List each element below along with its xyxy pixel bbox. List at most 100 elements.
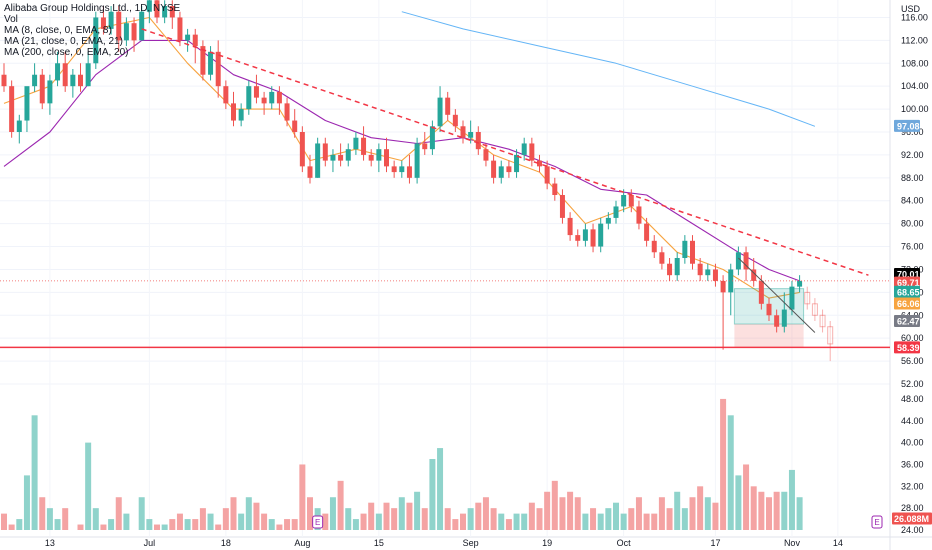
volume-bar [207,513,214,530]
candle-body [85,63,91,87]
candle-body [690,240,695,264]
candle-body [766,303,772,316]
candle-body [231,103,236,121]
volume-bar [54,519,61,530]
candle-body [743,252,749,270]
volume-bar [475,502,482,530]
candle-body [475,132,481,150]
candle-body [575,235,581,241]
symbol-title[interactable]: Alibaba Group Holdings Ltd., 1D, NYSE [4,3,181,14]
price-tick-label: 84.00 [901,196,924,206]
candle-body [353,137,359,150]
volume-bar [138,497,145,530]
candle-body [169,6,175,18]
time-axis[interactable]: 13 Jul 18 Aug 15 Sep 19 Oct 17 Nov 14 [45,538,843,548]
volume-bar [536,508,543,530]
volume-bar [712,502,719,530]
price-tag-label: 68.65 [897,287,920,297]
vol-label[interactable]: Vol [4,14,18,25]
price-tick-label: 104.00 [901,81,929,91]
candle-body [384,149,389,167]
candle-body [330,154,336,161]
price-tag-label: 97.08 [897,121,920,131]
volume-bar [513,513,520,530]
candle-body [39,74,45,104]
price-tick-label: 76.00 [901,242,924,252]
candle-body [506,166,512,173]
candle-body [452,114,458,127]
volume-bar [681,508,688,530]
volume-bar [735,475,742,530]
volume-bar [284,519,291,530]
candle-body [705,269,711,276]
candle-body [437,97,443,127]
volume-bar [100,524,107,530]
volume-tick-label: 48.00 [901,394,924,404]
candle-body [720,280,726,293]
volume-bar [643,513,650,530]
price-tag [894,119,920,132]
time-tick-label: 18 [221,538,231,548]
volume-tick-label: 40.00 [901,438,924,448]
volume-bar [429,459,436,530]
volume-bar [23,475,30,530]
volume-bar [628,508,635,530]
candle-body [781,309,787,327]
earnings-icon[interactable] [312,515,324,529]
earnings-icon[interactable] [871,515,883,529]
volume-bar [46,508,53,530]
candle-body [460,126,466,138]
price-tick-label: 88.00 [901,173,924,183]
volume-bar [261,513,268,530]
volume-bar [467,508,474,530]
volume-tick-label: 44.00 [901,416,924,426]
candle-body [131,23,137,41]
candle-body [261,97,267,104]
volume-bar [544,491,551,530]
volume-bar [781,491,788,530]
price-axis[interactable]: 116.00 112.00 108.00 104.00 100.00 96.00 92.00… [901,4,929,389]
volume-tick-label: 32.00 [901,481,924,491]
candle-body [70,74,76,87]
candle-body [307,166,313,178]
ema8-path [3,16,800,299]
stop-zone [734,324,804,348]
candle-body [644,223,650,241]
volume-bar [169,519,176,530]
volume-bar [192,519,199,530]
volume-axis[interactable]: 48.00 44.00 40.00 36.00 32.00 28.00 24.00 [901,394,924,535]
volume-bar [199,508,206,530]
volume-bar [291,519,298,530]
volume-bar [590,508,597,530]
volume-bar [253,502,260,530]
volume-bar [184,519,191,530]
candle-body [559,195,565,218]
price-tick-label: 112.00 [901,35,928,45]
volume-bar [521,513,528,530]
ema200-label[interactable]: MA (200, close, 0, EMA, 20) [4,47,129,58]
candle-body [192,34,198,47]
candle-body [32,74,38,87]
time-tick-label: Aug [294,538,310,548]
candle-body [514,154,520,173]
price-tick-label: 116.00 [901,12,928,22]
candle-body [758,280,764,304]
earnings-icon-glyph: E [874,518,879,527]
candle-body [62,63,68,87]
candle-body [24,86,30,121]
candle-body [338,154,344,161]
ema8-label[interactable]: MA (8, close, 0, EMA, 8) [4,25,112,36]
candle-body [751,269,757,281]
price-tag [894,341,920,354]
candle-body [605,217,611,224]
candle-body [162,6,168,18]
volume-bar [85,442,92,530]
ema21-label[interactable]: MA (21, close, 0, EMA, 21) [4,36,123,47]
time-tick-label: 13 [45,538,55,548]
volume-bar [268,519,275,530]
candle-body [146,0,152,12]
candle-body [414,143,420,178]
candle-body [47,80,53,104]
